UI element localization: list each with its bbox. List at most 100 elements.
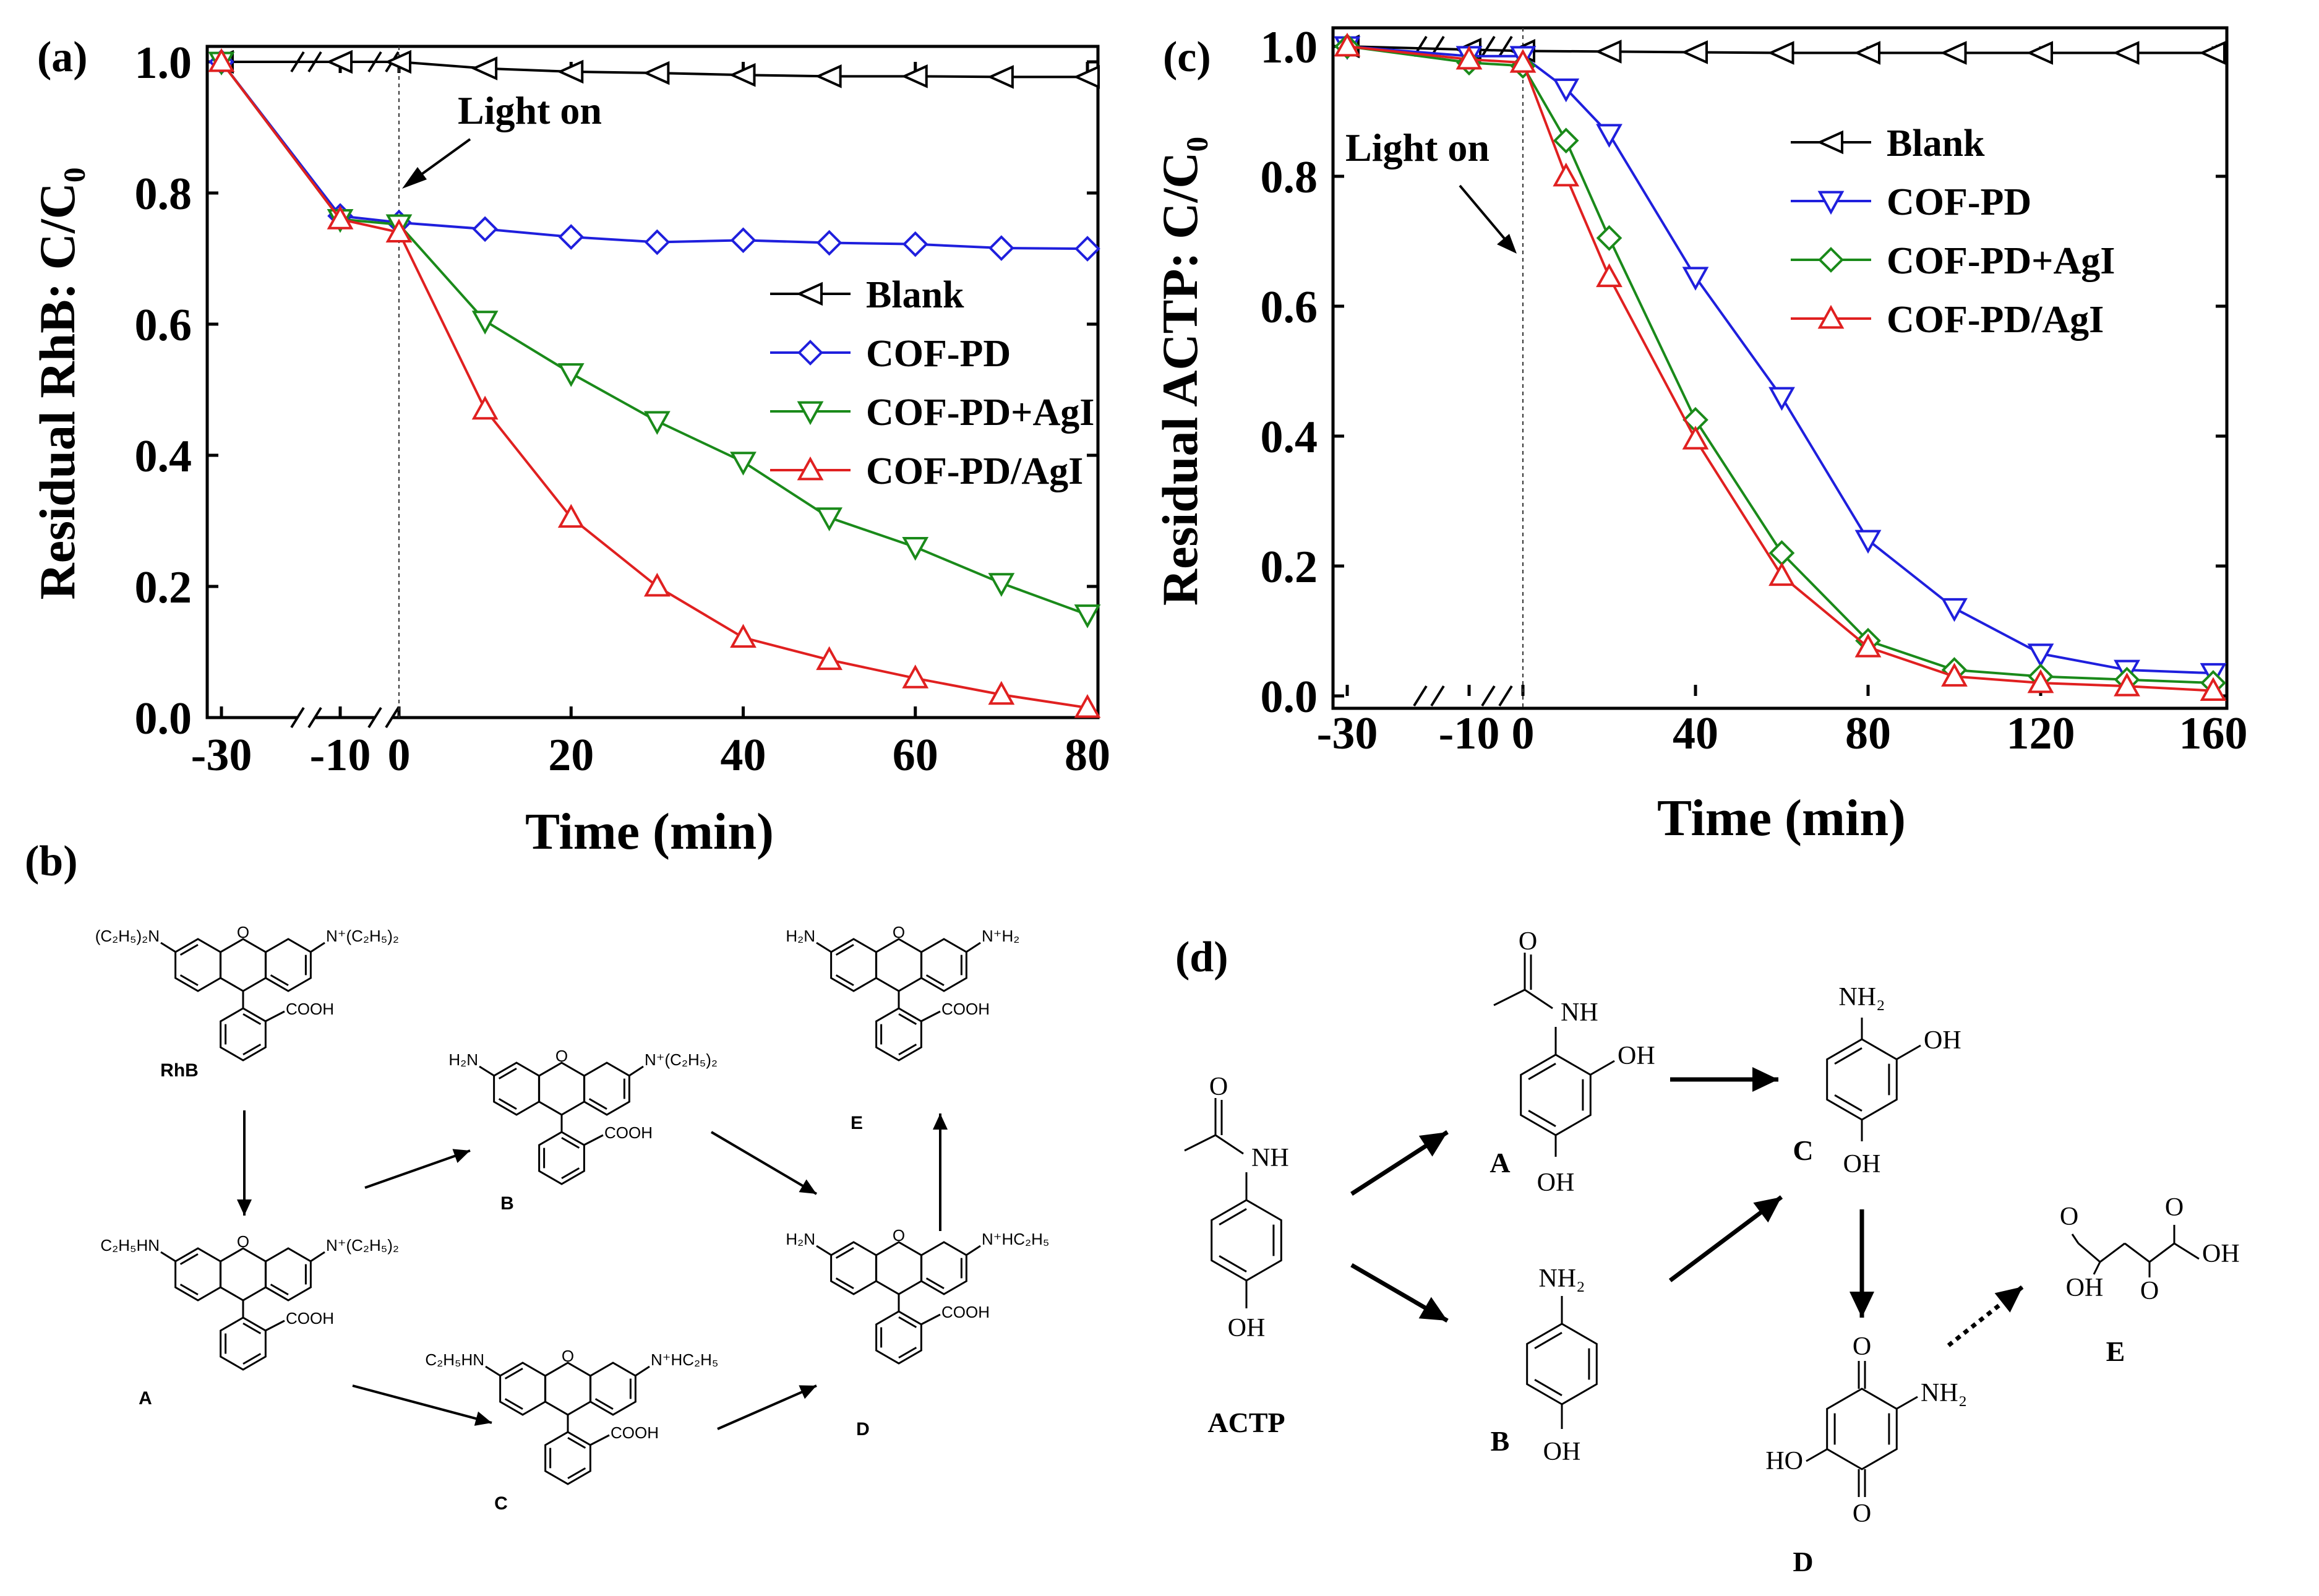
c-axis-break-gap	[1420, 691, 1438, 701]
c-data-point	[1553, 162, 1580, 187]
a-y-tick-label: 0.2	[135, 562, 192, 613]
c-data-point	[1941, 598, 1968, 622]
a-data-point	[208, 48, 235, 72]
c-data-point	[2199, 41, 2226, 65]
compound-label-C: C	[1793, 1135, 1813, 1166]
compound-label-ACTP: ACTP	[1207, 1407, 1285, 1438]
a-data-point	[815, 64, 842, 88]
bond-cooh	[589, 1434, 610, 1446]
molecule-B: NH₂ OH B	[1491, 1264, 1598, 1466]
ring-left-double-bond	[835, 974, 854, 987]
ring-b-double-bond	[1534, 1379, 1562, 1396]
bond-left-n	[816, 1245, 832, 1256]
a-legend-marker	[797, 340, 823, 366]
ring-right-double-bond	[588, 1098, 607, 1110]
panel-a-ticks: 0.0 0.2 0.4 0.6 0.8 1.0 -30 -10 0 20 40 60 80	[135, 38, 1111, 781]
oxygen-atom: O	[237, 923, 249, 942]
ring-b	[1526, 1323, 1598, 1405]
c-data-point	[1940, 41, 1967, 65]
panel-c-frame	[1331, 26, 2229, 710]
a-x-tick-label: 60	[893, 730, 938, 781]
a-x-tick-label: 0	[388, 730, 411, 781]
a-axis-break-mark	[385, 706, 400, 729]
a-data-point	[730, 624, 757, 648]
ring-left	[174, 1247, 221, 1302]
c-data-point	[1334, 32, 1361, 57]
a-data-point	[902, 537, 929, 561]
c-data-point	[1941, 663, 1968, 687]
ring-left-double-bond	[179, 1253, 199, 1265]
c-data-point	[1768, 387, 1795, 411]
bond-right-n	[310, 942, 325, 953]
e-oh2: OH	[2202, 1240, 2240, 1268]
oxygen-atom: O	[562, 1347, 574, 1365]
ring-left-double-bond	[498, 1067, 517, 1079]
a-data-point	[557, 59, 584, 84]
cooh-group: COOH	[286, 1309, 334, 1328]
e-oh1: OH	[2066, 1274, 2104, 1302]
a-data-point	[326, 49, 353, 74]
a-bond-me	[1493, 989, 1525, 1006]
b-nh2: NH₂	[1538, 1264, 1585, 1293]
arrow-a-to-c-head	[1752, 1067, 1778, 1092]
right-iminium-group: N⁺(C₂H₅)₂	[326, 1236, 399, 1255]
cooh-group: COOH	[611, 1423, 659, 1442]
a-axis-break-mark	[367, 706, 382, 729]
ring-c-double-bond	[1834, 1047, 1862, 1065]
ring-c	[1826, 1038, 1898, 1121]
ring-left-double-bond	[835, 1277, 854, 1290]
d-bond-nh2	[1895, 1396, 1918, 1410]
actp-oh: OH	[1228, 1314, 1266, 1342]
a-data-point	[471, 395, 499, 420]
ring-left-double-bond	[498, 1098, 517, 1110]
molecule-E: O OH O O OH E	[2060, 1193, 2240, 1367]
a-bond-oh2	[1589, 1060, 1615, 1076]
panel-a-light-on-arrowhead	[402, 167, 427, 189]
ring-right	[920, 1241, 967, 1295]
ring-right-double-bond	[925, 974, 945, 987]
c-legend-entry: COF-PD	[1887, 181, 2031, 223]
ring-left	[830, 1241, 877, 1295]
arrow-a-to-b	[364, 1149, 471, 1189]
right-iminium-group: N⁺HC₂H₅	[982, 1230, 1049, 1248]
compound-label-A: A	[1490, 1147, 1510, 1178]
a-y-tick-label: 0.4	[135, 431, 192, 482]
left-amino-group: C₂H₅HN	[100, 1236, 160, 1255]
panel-c-light-on-arrowhead	[1497, 234, 1517, 254]
c-series-line	[1347, 45, 2214, 675]
compound-label-D: D	[1793, 1546, 1813, 1577]
c-bond-oh	[1895, 1044, 1921, 1061]
arrow-b-to-d-head	[799, 1179, 817, 1194]
ring-right	[265, 938, 312, 992]
a-oh4: OH	[1537, 1169, 1575, 1197]
a-x-tick-label: 40	[721, 730, 766, 781]
arrow-actp-to-a-head	[1418, 1132, 1447, 1157]
arrow-b-to-c-head	[1753, 1197, 1781, 1223]
c-data-point	[2027, 669, 2054, 693]
c-data-point	[1682, 426, 1709, 450]
arrow-c-to-d-head	[1850, 1292, 1874, 1318]
panel-a-label: (a)	[37, 33, 88, 81]
ring-phenyl	[220, 1007, 267, 1062]
arrow-b-to-d	[710, 1131, 818, 1195]
a-oh2: OH	[1618, 1042, 1655, 1070]
ring-center	[875, 938, 922, 992]
e-chain-bond	[2099, 1242, 2125, 1263]
oxygen-atom: O	[555, 1047, 568, 1065]
c-legend-entry: Blank	[1887, 122, 1985, 165]
c-x-tick-label: 160	[2179, 708, 2248, 759]
e-chain-bond	[2124, 1242, 2150, 1263]
a-bond-co	[1524, 989, 1553, 1010]
c-axis-break-mark	[1481, 685, 1496, 707]
ring-actp-double-bond	[1219, 1255, 1247, 1272]
a-data-point	[557, 363, 585, 387]
a-data-point	[988, 235, 1014, 261]
right-iminium-group: N⁺(C₂H₅)₂	[645, 1050, 718, 1069]
a-legend-marker	[796, 281, 823, 306]
ring-phenyl	[544, 1431, 591, 1485]
a-x-tick-label: -30	[191, 730, 252, 781]
bond-right-n	[966, 1245, 981, 1256]
molecule-A: NH O OH OH A	[1490, 927, 1655, 1197]
a-legend-entry: COF-PD	[866, 333, 1011, 375]
a-axis-break-mark	[307, 706, 322, 729]
